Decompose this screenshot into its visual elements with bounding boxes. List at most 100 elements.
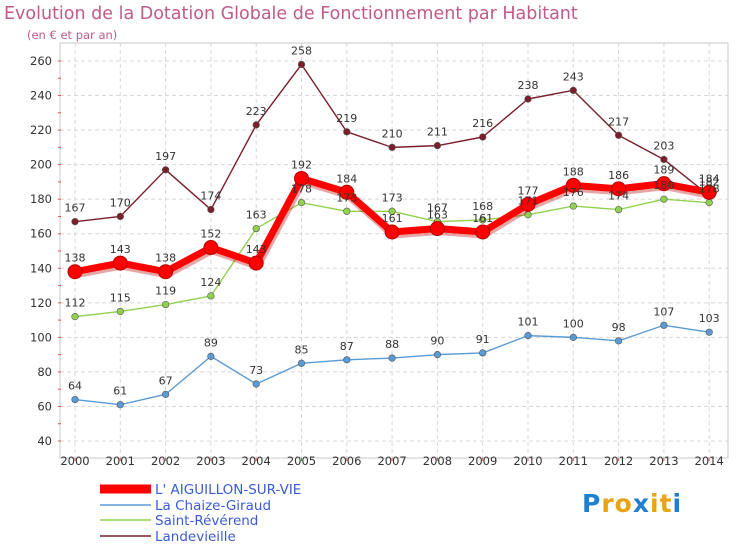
data-label: 192	[291, 158, 312, 171]
data-label: 197	[155, 150, 176, 163]
data-point	[297, 359, 306, 367]
y-tick-label: 160	[30, 227, 52, 241]
data-point	[207, 352, 215, 360]
data-label: 219	[336, 112, 357, 125]
y-tick-label: 60	[37, 399, 52, 413]
data-point	[660, 195, 668, 203]
data-point	[565, 177, 581, 193]
data-label: 61	[113, 385, 127, 398]
data-label: 98	[612, 321, 626, 334]
tick-labels: 40 60 80 100 120 140 160 180 200 220 240 260 2000 200…	[30, 54, 724, 468]
data-labels: 167 170 197 174 223 258 219 210 211 216 238 243 217 2…	[65, 44, 720, 397]
data-label: 177	[518, 184, 539, 197]
data-label: 124	[200, 276, 221, 289]
data-point	[71, 395, 79, 404]
y-tick-label: 260	[30, 54, 52, 68]
x-tick-label: 2001	[106, 454, 135, 468]
data-label: 152	[200, 228, 221, 241]
logo-letter: r	[601, 489, 615, 518]
data-label: 178	[291, 183, 312, 196]
data-point	[479, 349, 487, 357]
data-point	[388, 143, 396, 151]
data-label: 89	[204, 336, 218, 349]
data-point	[569, 202, 577, 210]
data-label: 143	[110, 243, 131, 256]
y-tick-label: 40	[37, 434, 52, 448]
data-label: 163	[427, 209, 448, 222]
data-point	[660, 321, 668, 329]
data-label: 188	[563, 165, 584, 178]
data-label: 258	[291, 44, 312, 57]
grid	[60, 43, 728, 458]
logo-letter: t	[659, 489, 673, 518]
logo-letter: i	[672, 489, 683, 518]
data-label: 87	[340, 340, 354, 353]
y-tick-label: 200	[30, 158, 52, 172]
y-tick-label: 220	[30, 123, 52, 137]
data-label: 100	[563, 317, 584, 330]
data-label: 184	[699, 172, 720, 185]
data-point	[339, 184, 355, 200]
data-point	[252, 121, 260, 129]
data-label: 171	[518, 195, 539, 208]
data-point	[252, 380, 260, 388]
data-label: 217	[608, 115, 629, 128]
data-label: 178	[699, 183, 720, 196]
data-label: 210	[382, 127, 403, 140]
data-point	[614, 131, 623, 139]
data-label: 67	[159, 374, 173, 387]
data-label: 167	[65, 202, 86, 215]
data-point	[112, 255, 128, 271]
data-label: 186	[608, 169, 629, 182]
data-point	[705, 328, 713, 336]
series-group	[67, 60, 717, 409]
data-label: 211	[427, 126, 448, 139]
data-point	[524, 95, 532, 103]
data-label: 184	[336, 172, 357, 185]
x-tick-label: 2009	[468, 454, 497, 468]
data-point	[343, 207, 351, 215]
data-point	[475, 224, 491, 240]
x-tick-label: 2004	[242, 454, 271, 468]
y-tick-label: 180	[30, 192, 52, 206]
data-point	[162, 166, 170, 174]
data-point	[479, 133, 487, 141]
data-point	[479, 216, 487, 224]
data-label: 64	[68, 380, 82, 393]
data-point	[433, 351, 442, 359]
y-tick-label: 100	[30, 330, 52, 344]
data-label: 119	[155, 285, 176, 298]
data-point	[162, 390, 170, 398]
data-point	[614, 337, 623, 345]
data-point	[701, 184, 717, 200]
data-point	[71, 218, 79, 226]
data-point	[67, 264, 83, 280]
data-label: 170	[110, 196, 131, 209]
data-label: 168	[472, 200, 493, 213]
data-point	[388, 207, 396, 215]
data-label: 138	[155, 252, 176, 265]
y-tick-label: 240	[30, 89, 52, 103]
legend-label: L' AIGUILLON-SUR-VIE	[155, 482, 301, 498]
data-point	[569, 333, 577, 341]
data-label: 88	[385, 338, 399, 351]
data-label: 73	[249, 364, 263, 377]
logo-letter: i	[650, 489, 660, 518]
data-label: 163	[246, 209, 267, 222]
data-point	[116, 401, 124, 409]
x-tick-label: 2008	[423, 454, 452, 468]
data-point	[656, 176, 672, 192]
proxiti-logo: Proxiti	[582, 489, 682, 518]
data-point	[520, 196, 536, 212]
legend-label: La Chaize-Giraud	[155, 498, 271, 514]
logo-letter: P	[582, 489, 602, 518]
data-label: 243	[563, 70, 584, 83]
data-point	[384, 224, 400, 240]
x-tick-label: 2010	[513, 454, 542, 468]
data-label: 90	[430, 335, 444, 348]
data-point	[207, 292, 215, 300]
x-tick-label: 2013	[649, 454, 678, 468]
data-label: 161	[382, 212, 403, 225]
data-label: 174	[200, 190, 221, 203]
x-tick-label: 2005	[287, 454, 316, 468]
